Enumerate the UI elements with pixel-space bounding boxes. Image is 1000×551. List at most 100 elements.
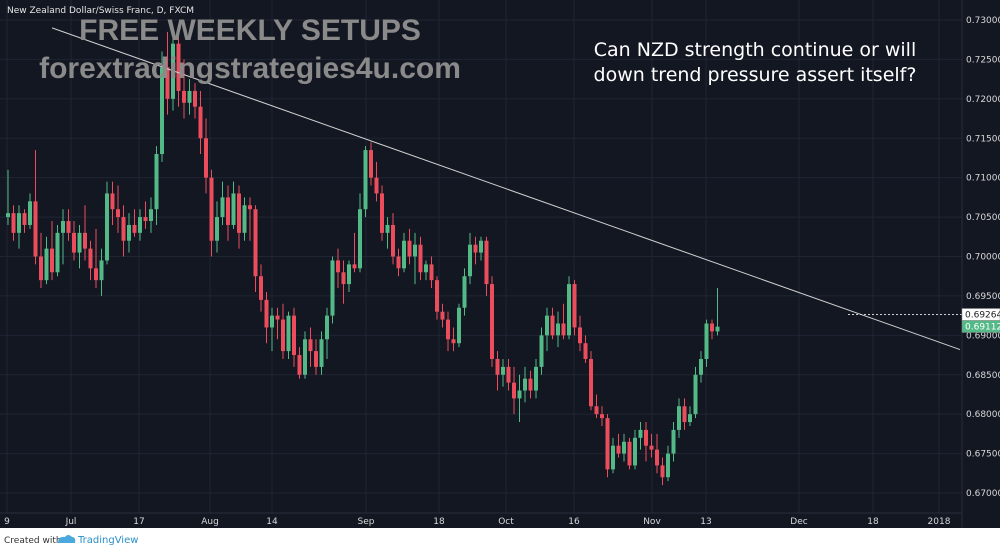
candle-body (699, 358, 703, 375)
candle (127, 213, 131, 253)
candle (385, 217, 390, 249)
candle (270, 307, 274, 352)
candle-body (380, 193, 384, 233)
candle (473, 236, 478, 265)
candle (556, 311, 560, 348)
candle (649, 433, 654, 458)
candle-body (479, 240, 483, 253)
candle (589, 351, 593, 411)
x-tick-label: Sep (358, 517, 375, 527)
candle-body (209, 177, 214, 241)
candle-body (578, 327, 582, 344)
candle (462, 268, 467, 316)
candle (187, 79, 192, 115)
candle-body (22, 213, 27, 225)
candle (413, 232, 417, 285)
candle-body (660, 465, 665, 478)
candle (77, 224, 82, 269)
candle (33, 150, 38, 265)
x-tick-label: 13 (700, 517, 711, 527)
y-tick-label: 0.70000 (966, 253, 1000, 263)
y-tick-label: 0.73000 (966, 16, 1000, 26)
y-tick-label: 0.67500 (966, 450, 1000, 460)
candle (22, 209, 27, 233)
price-tags: 0.69264 0.69112 (961, 308, 1000, 333)
candle (583, 335, 588, 363)
candle (677, 398, 681, 438)
annotation-line-1: Can NZD strength continue or will (594, 39, 916, 61)
candle-body (88, 248, 93, 269)
candle (352, 232, 357, 273)
candle (347, 260, 351, 292)
candle-body (682, 406, 687, 423)
candle-body (121, 217, 126, 241)
candle (28, 193, 32, 229)
candle-body (710, 323, 714, 332)
candle-body (160, 67, 164, 155)
candle (160, 51, 164, 162)
candle (182, 59, 186, 119)
candle (314, 339, 318, 375)
candle (660, 457, 665, 486)
candle (550, 307, 555, 340)
candle-body (226, 197, 230, 225)
candle-body (154, 154, 159, 210)
candle-body (424, 264, 428, 273)
candle-body (237, 193, 241, 233)
candle-body (616, 445, 621, 454)
candle (94, 228, 98, 289)
candle (671, 422, 676, 462)
candle-body (358, 209, 362, 269)
candle (132, 209, 137, 237)
candle (55, 224, 60, 277)
candle (528, 370, 533, 399)
x-tick-label: 14 (266, 517, 278, 527)
symbol-title: New Zealand Dollar/Swiss Franc, D, FXCM (7, 6, 194, 16)
candle (220, 181, 225, 225)
footer-created-with: Created with (4, 536, 62, 546)
candle (534, 358, 538, 399)
candle-body (677, 406, 681, 430)
x-tick-label: 18 (867, 517, 879, 527)
candle (457, 303, 461, 348)
candle-body (528, 378, 533, 391)
candle-body (127, 224, 131, 241)
candle (358, 193, 362, 273)
candle-body (605, 418, 610, 470)
x-tick-label: Oct (498, 517, 514, 527)
candle-body (715, 326, 720, 332)
footer-brand[interactable]: TradingView (77, 535, 138, 546)
candle (176, 23, 181, 107)
candle-body (655, 449, 659, 466)
candle (418, 236, 423, 281)
candle-body (517, 390, 522, 399)
candle (297, 347, 302, 379)
candle-body (622, 441, 626, 454)
candle (396, 248, 401, 277)
candle (605, 414, 610, 478)
candle-body (143, 217, 148, 222)
candle (600, 406, 604, 426)
candle (165, 31, 170, 115)
candle (341, 260, 346, 304)
candle-body (17, 213, 21, 233)
x-axis-ticks: 9 Jul 17 Aug 14 Sep 18 Oct 16 Nov 13 Dec 18 2018 (4, 517, 951, 527)
candle (490, 276, 494, 367)
candle (303, 331, 307, 379)
candle-body (457, 307, 461, 344)
x-tick-label: Jul (65, 517, 77, 527)
candle (512, 366, 516, 415)
candle-body (187, 90, 192, 103)
candle-body (512, 382, 516, 399)
y-tick-label: 0.72500 (966, 55, 1000, 65)
candle (319, 331, 324, 375)
candle (204, 118, 208, 194)
candle-body (259, 276, 263, 300)
candle (17, 205, 21, 249)
price-tag: 0.69264 (961, 308, 1000, 321)
candle (688, 406, 692, 426)
candle-body (429, 264, 434, 281)
candle (154, 146, 159, 225)
candle (72, 221, 76, 261)
